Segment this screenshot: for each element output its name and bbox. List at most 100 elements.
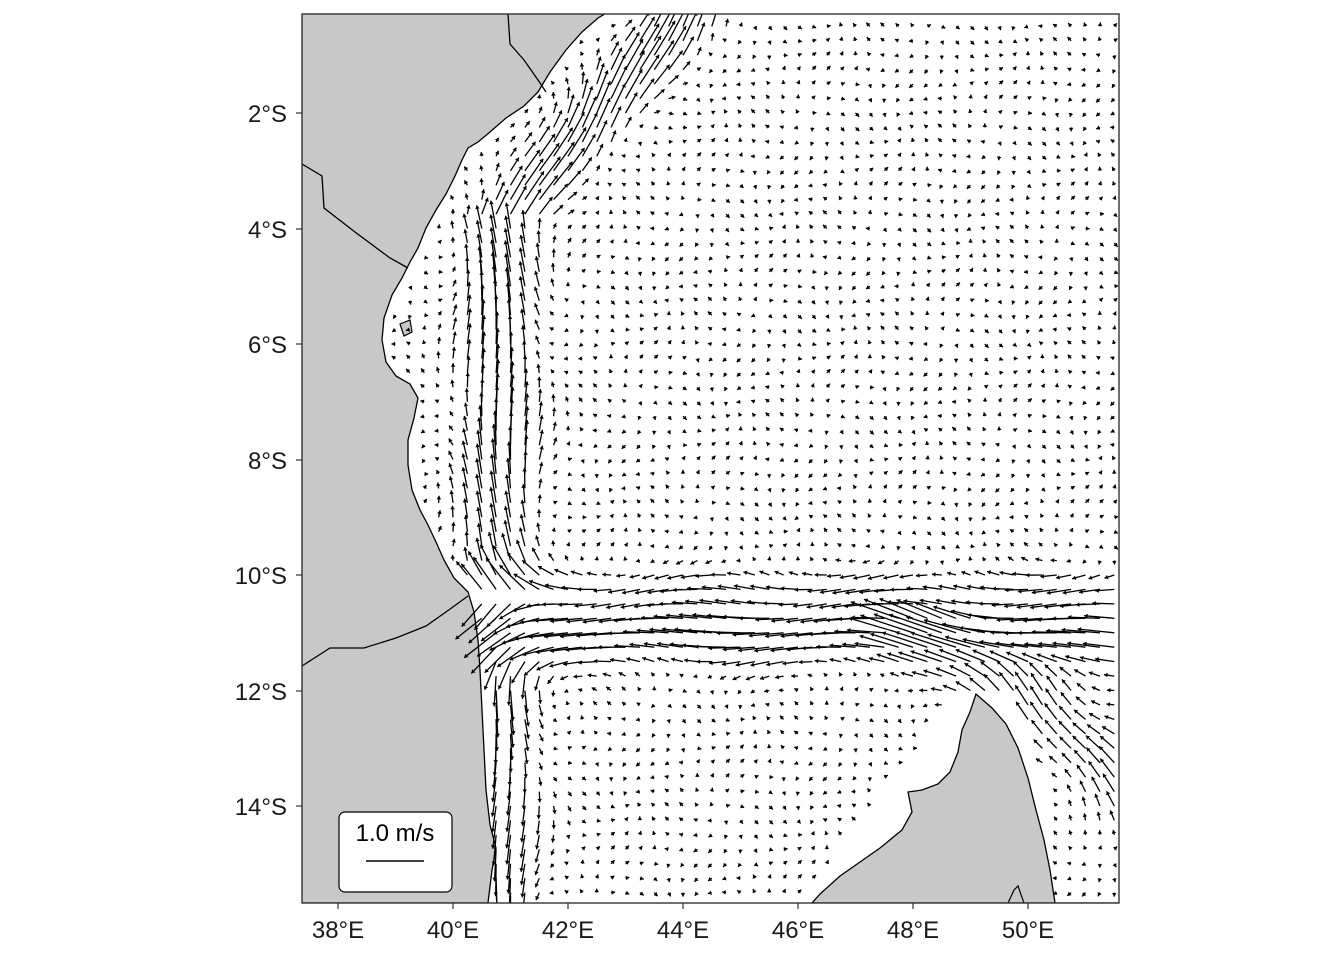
vector-arrowhead — [501, 533, 506, 538]
vector-arrowhead — [467, 323, 472, 328]
vector-arrowhead — [819, 589, 824, 595]
vector-arrowhead — [551, 692, 556, 697]
vector-arrowhead — [681, 456, 686, 461]
vector-arrowhead — [896, 242, 901, 247]
current-vector — [553, 141, 575, 172]
vector-arrowhead — [697, 428, 702, 433]
vector-arrowhead — [981, 154, 986, 159]
vector-arrowhead — [860, 614, 865, 619]
vector-arrowhead — [448, 450, 453, 455]
vector-arrowhead — [614, 41, 619, 46]
vector-arrowhead — [853, 458, 858, 463]
current-vector — [624, 50, 645, 85]
vector-arrowhead — [1024, 528, 1029, 533]
vector-arrowhead — [883, 181, 888, 186]
vector-arrowhead — [609, 556, 614, 561]
vector-arrowhead — [910, 704, 915, 709]
vector-arrowhead — [582, 791, 587, 796]
vector-arrowhead — [1088, 761, 1093, 766]
vector-arrowhead — [636, 226, 641, 231]
vector-arrowhead — [1012, 342, 1017, 347]
vector-arrowhead — [696, 401, 701, 406]
vector-arrowhead — [566, 86, 571, 91]
current-vector — [923, 619, 971, 634]
current-vector — [460, 563, 483, 590]
vector-arrowhead — [638, 401, 643, 406]
current-vector — [521, 676, 526, 699]
vector-arrowhead — [637, 430, 642, 435]
vector-arrowhead — [738, 426, 743, 431]
vector-arrowhead — [1069, 513, 1074, 518]
vector-arrowhead — [838, 616, 842, 622]
vector-arrowhead — [679, 529, 684, 534]
vector-arrowhead — [783, 298, 788, 303]
vector-arrowhead — [812, 341, 817, 347]
vector-arrowhead — [738, 123, 743, 128]
vector-arrowhead — [752, 171, 758, 175]
vector-arrowhead — [823, 197, 828, 201]
current-vector — [991, 603, 1014, 606]
vector-arrowhead — [590, 604, 595, 609]
vector-arrowhead — [468, 551, 473, 556]
vector-arrowhead — [745, 676, 750, 681]
vector-arrowhead — [992, 586, 996, 591]
vector-arrowhead — [504, 844, 510, 849]
vector-arrowhead — [525, 734, 531, 739]
vector-arrowhead — [782, 661, 787, 666]
current-vector — [516, 539, 526, 561]
vector-arrowhead — [664, 242, 669, 246]
vector-arrowhead — [794, 473, 799, 478]
vector-arrowhead — [1084, 514, 1089, 519]
vector-arrowhead — [510, 361, 515, 366]
vector-arrowhead — [621, 486, 626, 491]
vector-arrowhead — [1076, 683, 1081, 688]
vector-arrowhead — [941, 282, 946, 287]
current-vector — [1075, 603, 1100, 606]
current-vector — [711, 14, 717, 27]
vector-arrowhead — [996, 660, 1001, 665]
current-vector — [895, 631, 943, 648]
vector-arrowhead — [654, 125, 659, 130]
vector-arrowhead — [755, 789, 759, 794]
vector-arrowhead — [1110, 386, 1115, 391]
vector-arrowhead — [682, 111, 687, 116]
vector-arrowhead — [1097, 444, 1102, 449]
vector-arrowhead — [479, 152, 484, 156]
vector-arrowhead — [653, 614, 658, 619]
current-vector — [492, 834, 497, 866]
vector-arrowhead — [522, 789, 527, 794]
vector-arrowhead — [504, 253, 509, 258]
vector-arrowhead — [1015, 671, 1019, 676]
vector-arrowhead — [969, 283, 974, 288]
vector-arrowhead — [795, 94, 801, 99]
vector-arrowhead — [610, 832, 615, 837]
vector-arrowhead — [635, 154, 640, 159]
vector-arrowhead — [1025, 572, 1030, 578]
vector-arrowhead — [981, 487, 986, 492]
vector-arrowhead — [968, 556, 973, 561]
vector-arrowhead — [610, 285, 615, 290]
vector-arrowhead — [664, 802, 669, 807]
vector-arrowhead — [753, 455, 758, 460]
vector-arrowhead — [1110, 428, 1115, 433]
current-vector — [581, 85, 593, 114]
vector-arrowhead — [999, 672, 1004, 677]
vector-arrowhead — [736, 358, 741, 363]
vector-arrowhead — [1027, 96, 1032, 101]
vector-arrowhead — [779, 211, 784, 217]
vector-arrowhead — [475, 205, 480, 210]
vector-arrowhead — [636, 458, 641, 463]
vector-arrowhead — [926, 228, 931, 233]
current-vector — [1098, 745, 1115, 764]
vector-arrowhead — [622, 429, 627, 434]
vector-arrowhead — [837, 225, 842, 230]
vector-arrowhead — [1069, 528, 1074, 533]
vector-arrowhead — [1040, 80, 1045, 84]
vector-arrowhead — [623, 791, 628, 796]
vector-arrowhead — [651, 803, 656, 808]
current-vector — [614, 644, 640, 648]
vector-arrowhead — [736, 327, 741, 332]
vector-arrowhead — [1040, 65, 1045, 70]
vector-arrowhead — [869, 457, 874, 462]
vector-arrowhead — [967, 139, 972, 144]
